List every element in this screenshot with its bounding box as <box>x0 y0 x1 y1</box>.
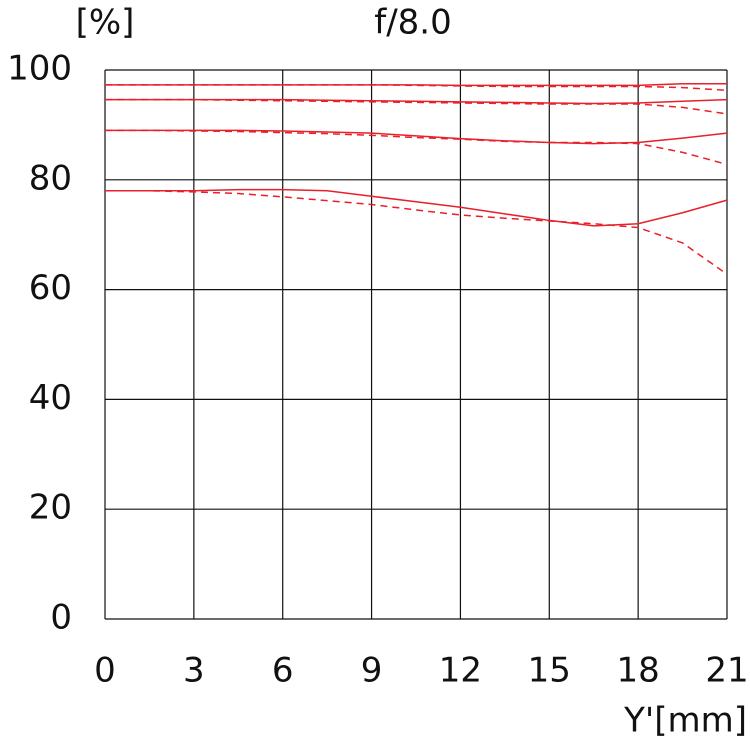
mtf-line <box>105 190 728 275</box>
x-tick-label: 15 <box>528 651 571 691</box>
mtf-line <box>105 98 728 115</box>
x-tick-label: 9 <box>361 651 383 691</box>
y-tick-label: 60 <box>29 268 72 308</box>
x-axis-label: Y'[mm] <box>623 701 747 741</box>
y-tick-label: 20 <box>29 488 72 528</box>
mtf-line <box>105 98 728 105</box>
y-tick-label: 40 <box>29 378 72 418</box>
mtf-line <box>105 84 728 92</box>
chart-title: f/8.0 <box>374 3 452 43</box>
y-axis-label: [%] <box>76 3 135 43</box>
x-tick-label: 3 <box>183 651 205 691</box>
x-tick-label: 12 <box>439 651 482 691</box>
y-tick-label: 100 <box>7 49 72 89</box>
mtf-line <box>105 129 728 145</box>
mtf-line <box>105 188 728 227</box>
mtf-line <box>105 129 728 166</box>
x-tick-label: 0 <box>94 651 116 691</box>
y-tick-label: 0 <box>50 598 72 638</box>
mtf-line <box>105 82 727 87</box>
x-tick-label: 18 <box>617 651 660 691</box>
y-tick-label: 80 <box>29 158 72 198</box>
x-tick-label: 6 <box>272 651 294 691</box>
x-tick-label: 21 <box>705 651 748 691</box>
